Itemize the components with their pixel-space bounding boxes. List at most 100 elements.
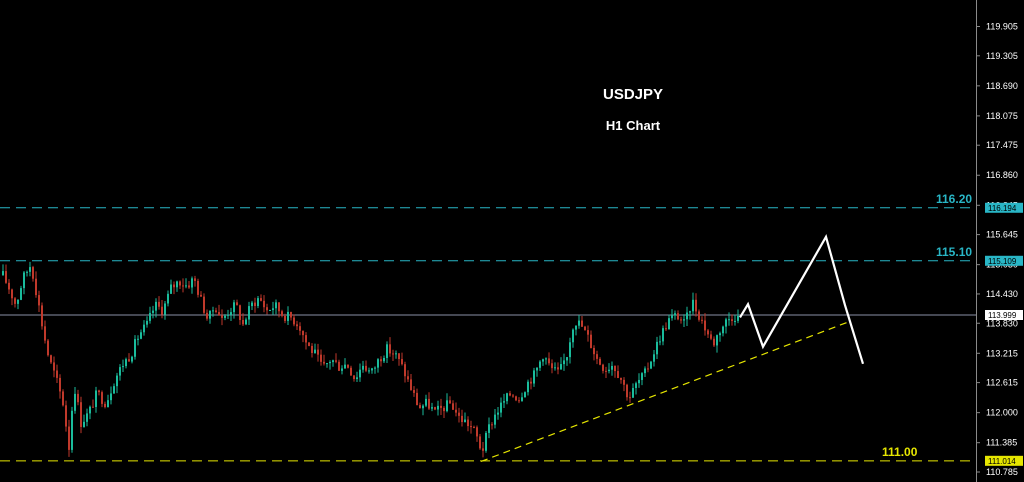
candle-body — [446, 400, 448, 412]
horizontal-levels: 116.20 115.10 111.00 — [0, 192, 976, 462]
candle-body — [362, 365, 364, 370]
candle-body — [584, 326, 586, 331]
candle-body — [350, 367, 352, 376]
candle-body — [476, 427, 478, 437]
candle-body — [302, 330, 304, 336]
candle-body — [392, 353, 394, 355]
candle-body — [179, 281, 181, 286]
candle-body — [107, 400, 109, 408]
candle-body — [161, 306, 163, 315]
candle-body — [281, 311, 283, 316]
candle-body — [125, 359, 127, 367]
candle-body — [44, 326, 46, 341]
candle-body — [263, 300, 265, 308]
candle-body — [524, 392, 526, 398]
candle-body — [614, 365, 616, 372]
candle-body — [116, 375, 118, 387]
candle-body — [428, 398, 430, 409]
candle-body — [338, 361, 340, 371]
chart-timeframe-title: H1 Chart — [605, 118, 661, 133]
candle-body — [560, 364, 562, 370]
candle-body — [689, 311, 691, 313]
candle-body — [566, 357, 568, 361]
candle-body — [317, 349, 319, 355]
candle-body — [80, 402, 82, 427]
candle-body — [506, 393, 508, 402]
candle-body — [419, 405, 421, 409]
candle-body — [197, 280, 199, 295]
candle-body — [122, 366, 124, 368]
candle-body — [245, 319, 247, 325]
candle-body — [533, 370, 535, 384]
candle-body — [437, 405, 439, 410]
candle-body — [599, 358, 601, 365]
candle-body — [722, 326, 724, 334]
candle-body — [200, 294, 202, 297]
candle-body — [380, 359, 382, 362]
y-tick-label: 114.430 — [986, 289, 1018, 299]
candle-body — [539, 361, 541, 368]
candle-body — [644, 368, 646, 374]
candle-body — [410, 379, 412, 391]
candle-body — [50, 355, 52, 363]
candle-body — [266, 307, 268, 311]
candle-body — [110, 393, 112, 401]
candle-body — [218, 312, 220, 316]
candlestick-series — [2, 261, 739, 458]
current-price-badge-text: 113.999 — [988, 311, 1017, 320]
candle-body — [221, 315, 223, 318]
candle-body — [698, 311, 700, 320]
candle-body — [494, 414, 496, 425]
candle-body — [167, 293, 169, 304]
candle-body — [659, 341, 661, 343]
candle-body — [725, 319, 727, 327]
candle-body — [674, 313, 676, 316]
candle-body — [239, 305, 241, 320]
candle-body — [164, 303, 166, 315]
candle-body — [359, 369, 361, 378]
candle-body — [527, 381, 529, 393]
candle-body — [32, 267, 34, 279]
candle-body — [587, 330, 589, 335]
candle-body — [185, 285, 187, 287]
price-axis[interactable]: 119.905 119.305 118.690 118.075 117.475 116.8… — [976, 22, 1023, 477]
projection-zigzag — [739, 233, 865, 365]
candle-body — [467, 419, 469, 427]
candle-body — [719, 333, 721, 336]
candle-body — [290, 311, 292, 318]
candle-body — [89, 406, 91, 414]
candle-body — [287, 311, 289, 321]
y-tick-label: 111.385 — [986, 438, 1017, 448]
candle-body — [374, 367, 376, 369]
candle-body — [71, 410, 73, 450]
candle-body — [518, 400, 520, 402]
candle-body — [323, 361, 325, 364]
candle-body — [575, 325, 577, 330]
candle-body — [713, 338, 715, 346]
candle-body — [62, 391, 64, 406]
candle-body — [68, 426, 70, 450]
level-price-badge — [985, 255, 1023, 266]
candle-body — [83, 421, 85, 427]
candle-body — [293, 317, 295, 325]
candle-body — [473, 426, 475, 428]
candle-body — [299, 326, 301, 331]
candle-body — [404, 364, 406, 377]
candle-body — [545, 358, 547, 360]
support-trendline — [480, 320, 851, 463]
candle-body — [629, 397, 631, 399]
candle-body — [155, 301, 157, 311]
candle-body — [176, 281, 178, 288]
candle-body — [305, 335, 307, 343]
candle-body — [242, 319, 244, 325]
candle-body — [260, 298, 262, 301]
candle-body — [551, 363, 553, 369]
candle-body — [119, 367, 121, 376]
candle-body — [563, 360, 565, 365]
candle-body — [92, 406, 94, 408]
candle-body — [65, 405, 67, 427]
candle-body — [485, 432, 487, 451]
candle-body — [704, 320, 706, 331]
candle-body — [452, 403, 454, 410]
